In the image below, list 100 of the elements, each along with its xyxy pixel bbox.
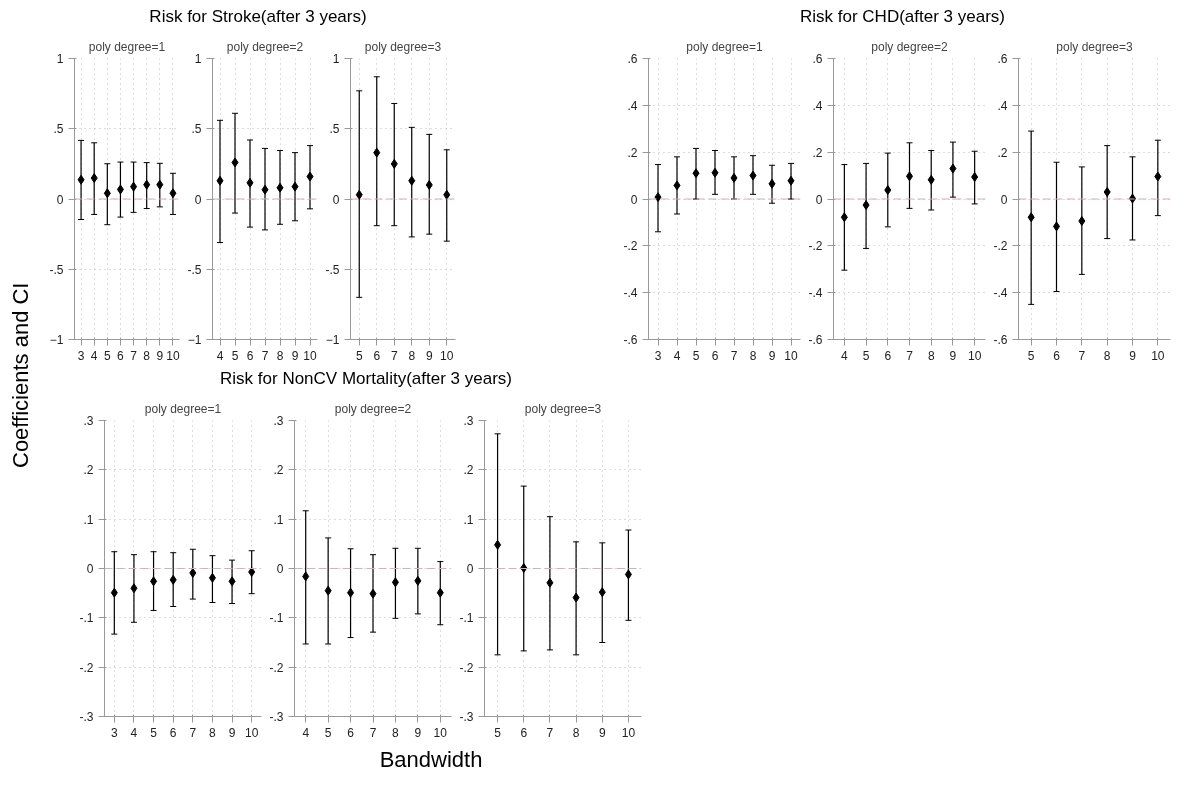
y-tick-label: -.1 (79, 611, 94, 626)
x-tick-label: 9 (598, 725, 606, 740)
y-tick-label: -.3 (79, 710, 94, 724)
y-tick-label: 0 (276, 562, 284, 576)
x-tick-label: 10 (621, 725, 636, 740)
x-axis-title: Bandwidth (379, 746, 483, 774)
y-tick-label: .2 (997, 145, 1008, 160)
x-tick-label: 7 (546, 725, 554, 740)
x-tick-label: 10 (1151, 348, 1165, 363)
x-tick-label: 6 (711, 348, 719, 363)
y-tick-label: -.2 (993, 239, 1008, 254)
x-tick-label: 10 (433, 725, 448, 740)
x-tick-label: 4 (216, 348, 224, 363)
y-tick-label: .2 (627, 145, 638, 160)
x-tick-label: 7 (906, 348, 914, 363)
y-tick-label: 1 (194, 52, 202, 66)
y-axis-title: Coefficients and CI (7, 282, 34, 468)
y-tick-label: -.6 (993, 333, 1008, 347)
x-tick-label: 6 (347, 725, 355, 740)
x-tick-label: 8 (143, 348, 151, 363)
x-tick-label: 6 (1053, 348, 1061, 363)
y-tick-label: 0 (466, 562, 474, 576)
y-tick-label: -.2 (269, 660, 284, 675)
y-tick-label: −1 (325, 333, 340, 347)
chart-title: Risk for CHD(after 3 years) (800, 6, 1005, 28)
y-tick-label: -.5 (49, 262, 64, 277)
y-tick-label: 0 (86, 562, 94, 576)
x-tick-label: 7 (730, 348, 738, 363)
y-tick-label: −1 (187, 333, 202, 347)
x-tick-label: 7 (369, 725, 377, 740)
y-tick-label: .1 (83, 512, 94, 527)
x-tick-label: 8 (927, 348, 935, 363)
x-tick-label: 9 (425, 348, 433, 363)
chart-subtitle: poly degree=2 (334, 401, 412, 416)
y-tick-label: 0 (815, 192, 823, 207)
x-tick-label: 7 (1078, 348, 1086, 363)
y-tick-label: -.5 (187, 262, 202, 277)
y-tick-label: -.3 (269, 710, 284, 724)
x-tick-label: 8 (209, 725, 217, 740)
chart-title: Risk for NonCV Mortality(after 3 years) (220, 368, 512, 390)
y-tick-label: .2 (812, 145, 823, 160)
y-tick-label: -.2 (79, 660, 94, 675)
y-tick-label: .4 (627, 98, 638, 113)
x-tick-label: 8 (392, 725, 400, 740)
y-tick-label: .1 (463, 512, 474, 527)
x-tick-label: 10 (166, 348, 180, 363)
x-tick-label: 9 (414, 725, 422, 740)
x-tick-label: 3 (654, 348, 662, 363)
x-tick-label: 6 (117, 348, 125, 363)
y-tick-label: -.2 (808, 239, 823, 254)
y-tick-label: 1 (332, 52, 340, 66)
y-tick-label: -.5 (325, 262, 340, 277)
x-tick-label: 8 (749, 348, 757, 363)
chart-subtitle: poly degree=3 (364, 39, 442, 54)
y-tick-label: .2 (83, 463, 94, 478)
y-tick-label: -.4 (993, 286, 1008, 301)
y-tick-label: .6 (997, 52, 1008, 66)
y-tick-label: -.6 (808, 333, 823, 347)
x-tick-label: 9 (228, 725, 236, 740)
x-tick-label: 6 (520, 725, 528, 740)
chart-subtitle: poly degree=3 (1056, 39, 1134, 54)
x-tick-label: 9 (1129, 348, 1137, 363)
y-tick-label: -.4 (623, 286, 638, 301)
x-tick-label: 10 (967, 348, 982, 363)
x-tick-label: 10 (440, 348, 454, 363)
x-tick-label: 4 (130, 725, 138, 740)
x-tick-label: 7 (390, 348, 398, 363)
x-tick-label: 5 (324, 725, 332, 740)
x-tick-label: 7 (189, 725, 197, 740)
x-tick-label: 3 (110, 725, 118, 740)
y-tick-label: -.6 (623, 333, 638, 347)
x-tick-label: 5 (494, 725, 502, 740)
x-tick-label: 6 (884, 348, 892, 363)
y-tick-label: .2 (273, 463, 284, 478)
y-tick-label: -.1 (459, 611, 474, 626)
x-tick-label: 4 (841, 348, 849, 363)
x-tick-label: 9 (291, 348, 299, 363)
x-tick-label: 5 (355, 348, 363, 363)
chart-subtitle: poly degree=1 (686, 39, 764, 54)
x-tick-label: 8 (1103, 348, 1111, 363)
y-tick-label: .3 (83, 414, 94, 428)
y-tick-label: .4 (997, 98, 1008, 113)
x-tick-label: 9 (156, 348, 164, 363)
y-tick-label: 0 (332, 192, 340, 207)
y-tick-label: -.2 (623, 239, 638, 254)
y-tick-label: .5 (329, 122, 340, 137)
x-tick-label: 6 (373, 348, 381, 363)
x-tick-label: 3 (77, 348, 85, 363)
chart-subtitle: poly degree=2 (226, 39, 304, 54)
x-tick-label: 6 (246, 348, 254, 363)
y-tick-label: -.1 (269, 611, 284, 626)
y-tick-label: .2 (463, 463, 474, 478)
x-tick-label: 10 (303, 348, 317, 363)
chart-subtitle: poly degree=2 (871, 39, 949, 54)
x-tick-label: 6 (169, 725, 177, 740)
x-tick-label: 5 (1027, 348, 1035, 363)
chart-subtitle: poly degree=1 (144, 401, 222, 416)
x-tick-label: 5 (103, 348, 111, 363)
chart-subtitle: poly degree=3 (524, 401, 602, 416)
chart-title: Risk for Stroke(after 3 years) (149, 6, 367, 28)
